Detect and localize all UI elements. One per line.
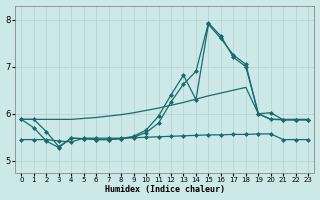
- X-axis label: Humidex (Indice chaleur): Humidex (Indice chaleur): [105, 185, 225, 194]
